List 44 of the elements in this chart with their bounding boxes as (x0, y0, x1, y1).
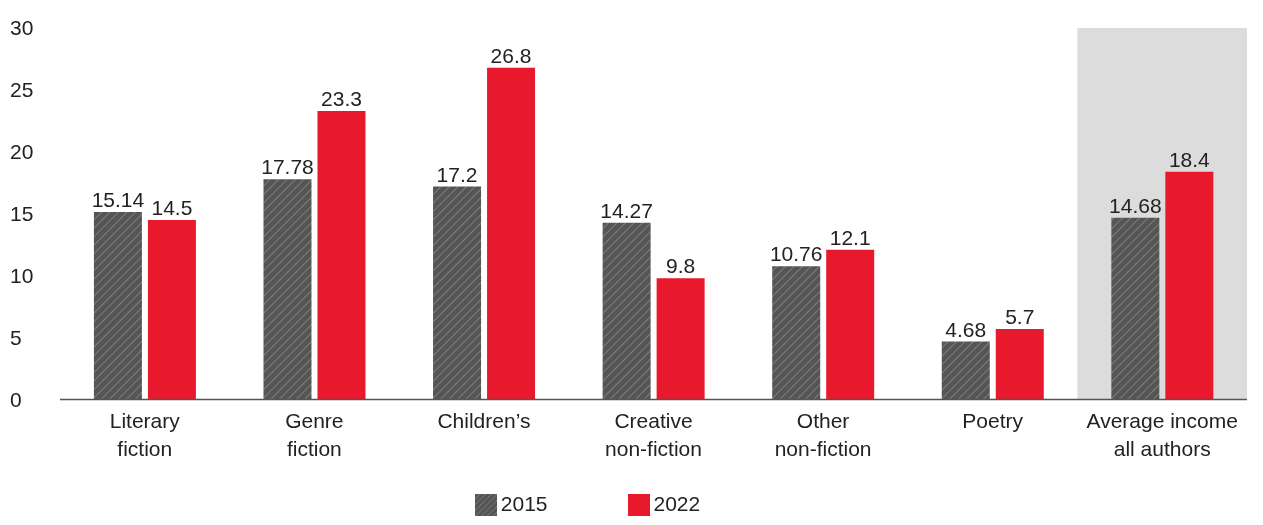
y-tick-label: 25 (10, 78, 34, 102)
bar (317, 110, 366, 400)
data-label: 14.68 (1109, 193, 1162, 217)
x-tick-label: Genre fiction (285, 408, 344, 460)
y-tick-label: 30 (10, 16, 34, 40)
data-label: 14.5 (151, 195, 193, 219)
x-tick-label: Literary fiction (109, 408, 181, 460)
bar (995, 328, 1044, 400)
x-tick-label: Average income all authors (1086, 408, 1238, 460)
bar (147, 219, 196, 400)
data-label: 4.68 (945, 317, 987, 341)
data-label: 5.7 (1005, 304, 1035, 328)
bar (1111, 217, 1160, 400)
data-label: 15.14 (91, 188, 145, 212)
bar (1165, 171, 1214, 400)
data-label: 18.4 (1168, 147, 1211, 171)
x-tick-label: Other non-fiction (774, 408, 872, 460)
bar (826, 249, 875, 400)
bar (93, 212, 142, 400)
data-label: 12.1 (829, 225, 871, 249)
data-label: 26.8 (490, 43, 532, 67)
y-tick-label: 20 (10, 140, 34, 164)
y-tick-label: 5 (10, 326, 22, 350)
x-tick-label: Poetry (962, 408, 1024, 432)
bar (433, 186, 482, 400)
bar (656, 278, 705, 400)
bar (263, 179, 312, 400)
bar (941, 341, 990, 400)
legend-label: 2022 (653, 491, 701, 515)
x-tick-label: Creative non-fiction (605, 408, 702, 460)
bar (602, 222, 651, 400)
y-tick-label: 15 (10, 202, 34, 226)
x-tick-label: Children’s (437, 408, 531, 432)
bar (772, 266, 821, 400)
data-label: 17.2 (436, 162, 478, 186)
data-label: 14.27 (600, 198, 653, 222)
bar (487, 67, 536, 400)
data-label: 9.8 (666, 254, 696, 278)
y-tick-label: 10 (10, 264, 34, 288)
data-label: 17.78 (261, 155, 314, 179)
data-label: 23.3 (321, 86, 362, 110)
y-tick-label: 0 (10, 388, 22, 411)
legend-label: 2015 (500, 491, 548, 515)
data-label: 10.76 (769, 242, 823, 266)
